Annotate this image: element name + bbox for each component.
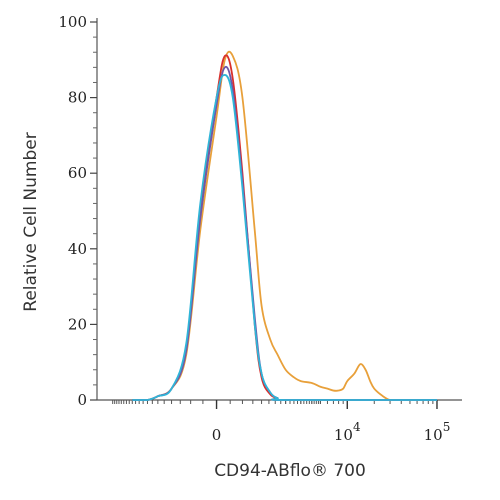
series-line-3 xyxy=(132,65,437,401)
series-line-1 xyxy=(132,50,437,401)
y-tick-label: 60 xyxy=(68,164,87,182)
y-tick-label: 20 xyxy=(68,315,87,333)
y-tick-label: 80 xyxy=(68,89,87,107)
x-axis: 0 104 105 xyxy=(112,400,451,444)
series-line-4 xyxy=(132,74,437,401)
series-line-2 xyxy=(132,54,437,401)
y-tick-label: 40 xyxy=(68,240,87,258)
y-axis: 0 20 40 60 80 100 xyxy=(58,13,97,409)
x-tick-label: 0 xyxy=(212,426,222,444)
y-tick-label: 100 xyxy=(58,13,87,31)
y-tick-label: 0 xyxy=(77,391,87,409)
x-tick-label: 105 xyxy=(424,420,451,444)
y-axis-title: Relative Cell Number xyxy=(21,132,41,311)
x-tick-label: 104 xyxy=(334,420,361,444)
x-axis-title: CD94-ABflo® 700 xyxy=(214,461,366,481)
series-layer xyxy=(132,50,437,401)
plot-frame xyxy=(96,18,462,401)
